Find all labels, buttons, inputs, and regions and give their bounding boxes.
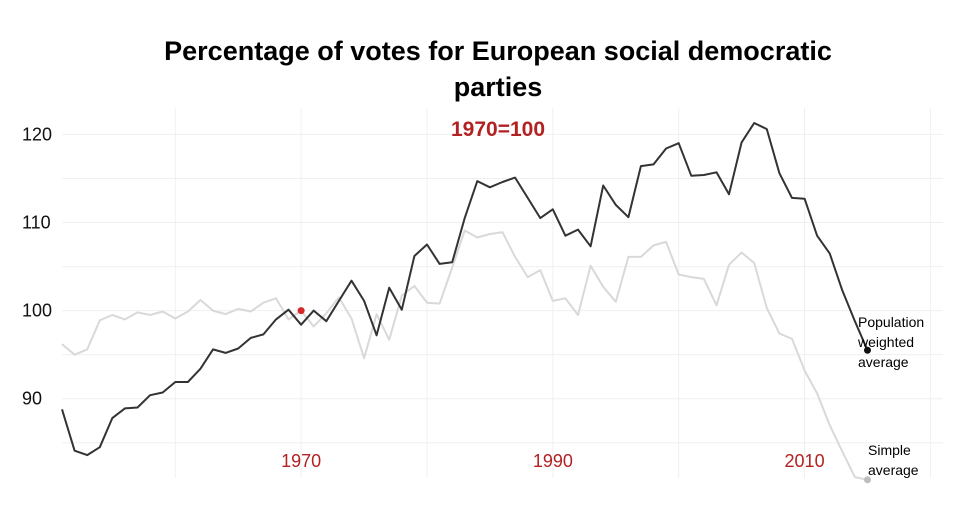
series-end-point — [863, 476, 871, 484]
x-axis-ticks: 1970 1990 2010 — [281, 451, 824, 471]
series-end-labels: Population weighted average Simple average — [857, 314, 924, 478]
series-end-point — [863, 346, 871, 354]
series-line — [61, 122, 869, 457]
chart-subtitle: 1970=100 — [451, 118, 545, 141]
x-tick-label: 2010 — [785, 451, 825, 471]
chart-title: Percentage of votes for European social … — [164, 36, 832, 102]
series-label: Population weighted average — [857, 314, 924, 370]
baseline-point — [297, 307, 305, 315]
series-lines — [61, 122, 869, 481]
y-axis-ticks: 90 100 110 120 — [22, 124, 52, 408]
series-label: Simple average — [868, 442, 919, 478]
x-tick-label: 1970 — [281, 451, 321, 471]
y-tick-label: 90 — [22, 389, 42, 409]
y-tick-label: 120 — [22, 124, 52, 144]
y-tick-label: 110 — [22, 213, 51, 233]
markers — [297, 307, 871, 484]
series-line — [61, 229, 868, 481]
x-tick-label: 1990 — [533, 451, 573, 471]
grid — [62, 108, 943, 478]
y-tick-label: 100 — [22, 301, 52, 321]
